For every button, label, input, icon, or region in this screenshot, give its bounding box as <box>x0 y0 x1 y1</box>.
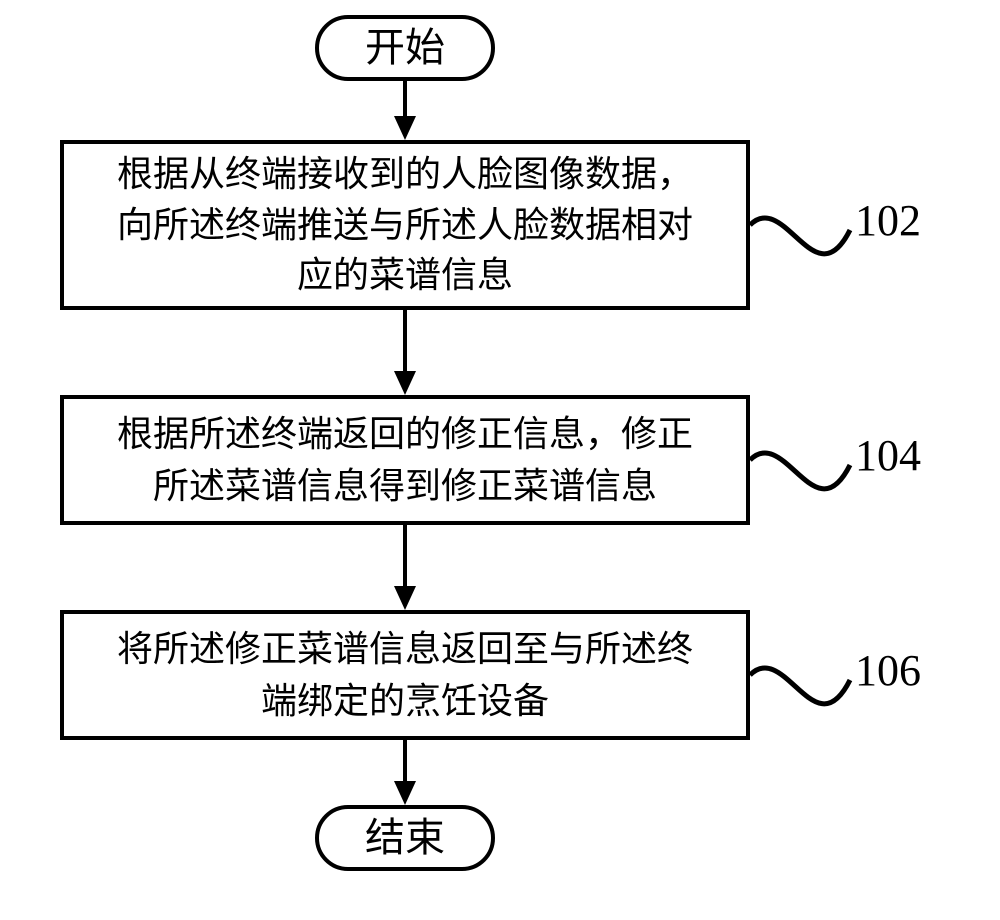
process-104-text: 根据所述终端返回的修正信息，修正所述菜谱信息得到修正菜谱信息 <box>117 408 693 512</box>
arrowhead-icon <box>394 116 416 140</box>
label-106: 106 <box>855 645 921 696</box>
start-label: 开始 <box>365 28 445 68</box>
process-104: 根据所述终端返回的修正信息，修正所述菜谱信息得到修正菜谱信息 <box>60 395 750 525</box>
process-106: 将所述修正菜谱信息返回至与所述终端绑定的烹饪设备 <box>60 610 750 740</box>
process-102-text: 根据从终端接收到的人脸图像数据，向所述终端推送与所述人脸数据相对应的菜谱信息 <box>117 149 693 300</box>
process-106-text: 将所述修正菜谱信息返回至与所述终端绑定的烹饪设备 <box>117 623 693 727</box>
callout-106 <box>750 668 850 704</box>
start-node: 开始 <box>315 15 495 81</box>
flowchart-canvas: 开始 根据从终端接收到的人脸图像数据，向所述终端推送与所述人脸数据相对应的菜谱信… <box>0 0 1000 920</box>
callout-104 <box>750 453 850 489</box>
arrowhead-icon <box>394 781 416 805</box>
arrowhead-icon <box>394 371 416 395</box>
arrowhead-icon <box>394 586 416 610</box>
label-102: 102 <box>855 195 921 246</box>
callout-102 <box>750 218 850 254</box>
process-102: 根据从终端接收到的人脸图像数据，向所述终端推送与所述人脸数据相对应的菜谱信息 <box>60 140 750 310</box>
end-node: 结束 <box>315 805 495 871</box>
label-104: 104 <box>855 430 921 481</box>
end-label: 结束 <box>365 818 445 858</box>
